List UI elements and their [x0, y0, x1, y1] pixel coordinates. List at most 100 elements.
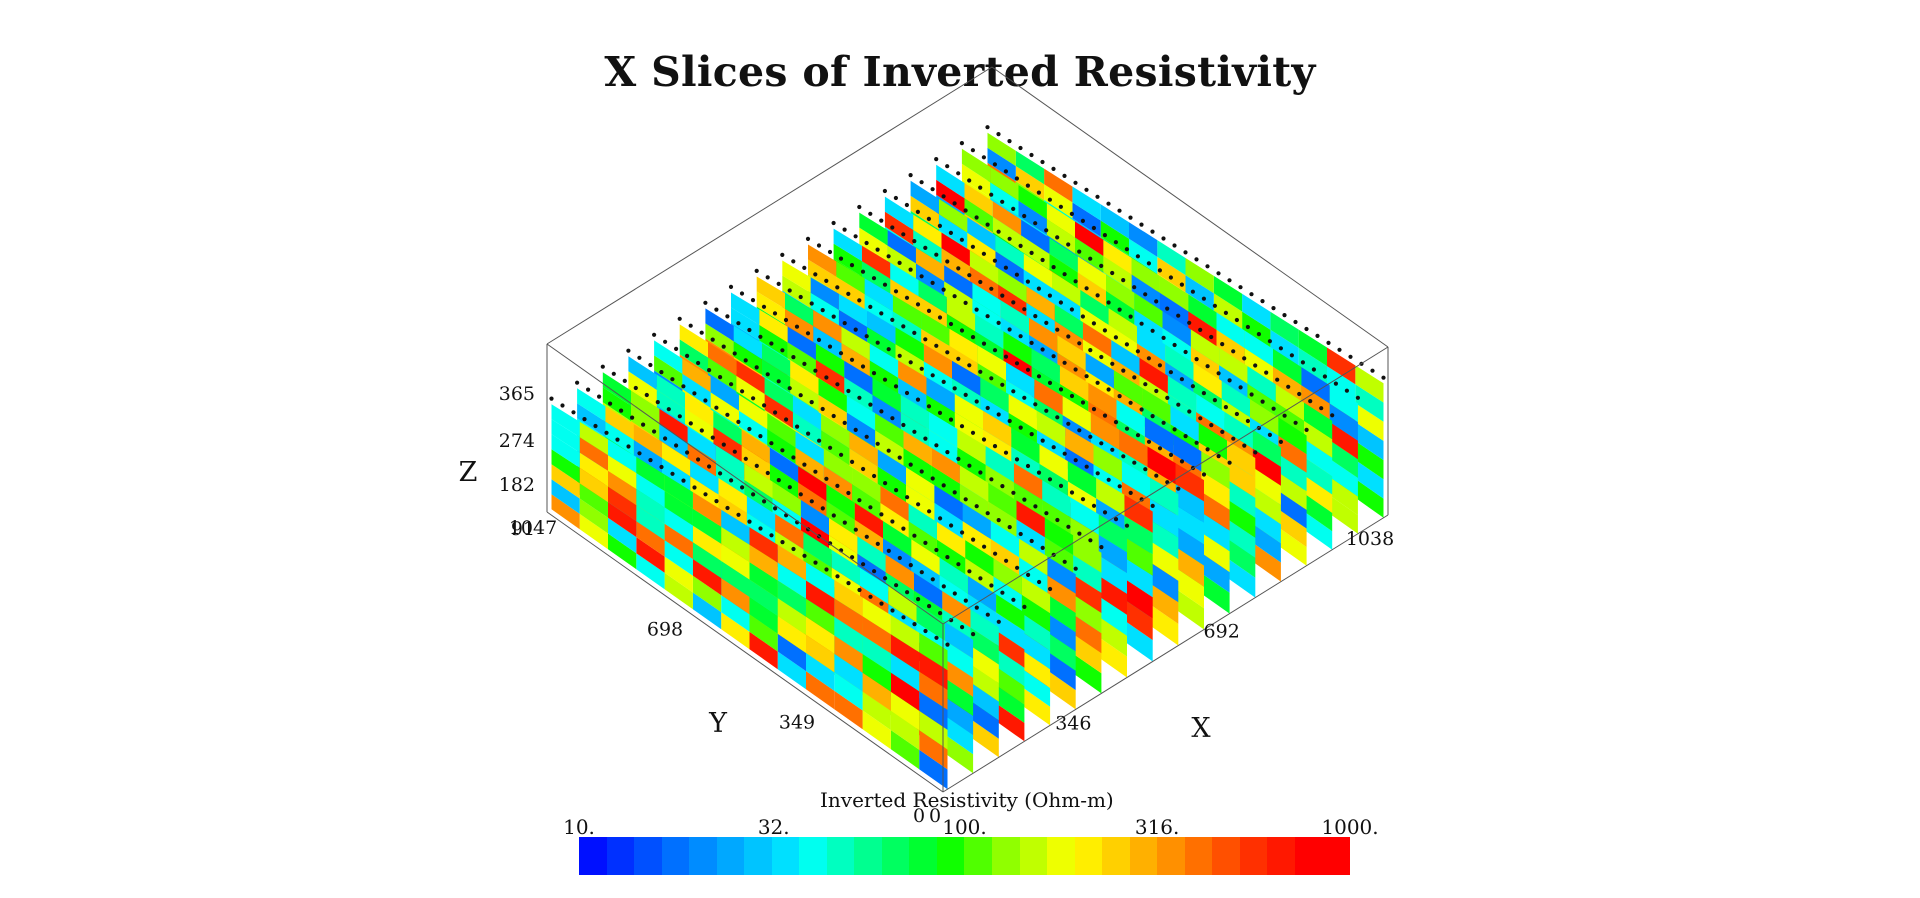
slice-cell	[841, 343, 870, 378]
electrode-dot	[1172, 342, 1177, 348]
slice-cell	[792, 412, 822, 447]
slice-cell	[903, 430, 932, 466]
electrode-dot	[549, 396, 554, 401]
electrode-dot	[1095, 194, 1100, 199]
slice-cell	[859, 212, 888, 246]
slice-cell	[682, 373, 711, 408]
slice-cell	[1304, 511, 1333, 550]
electrode-dot	[1282, 413, 1287, 418]
slice-cell	[996, 666, 1025, 705]
electrode-dot	[1337, 347, 1342, 352]
slice-cell	[875, 413, 904, 449]
slice-cell	[1150, 519, 1179, 560]
electrode-dot	[1007, 139, 1012, 144]
slice-cell	[1227, 440, 1256, 478]
slice-cell	[1026, 286, 1055, 321]
slice-cell	[883, 521, 912, 557]
slice-cell	[636, 489, 665, 524]
electrode-dot	[820, 406, 825, 412]
electrode-dot	[1315, 333, 1320, 338]
electrode-dot	[1216, 454, 1221, 459]
slice-cell	[946, 297, 976, 332]
slice-cell	[938, 198, 968, 233]
electrode-dot	[992, 444, 998, 449]
electrode-dot	[1040, 159, 1045, 165]
electrode-dot	[608, 401, 613, 406]
slice-cell	[1329, 403, 1358, 441]
slice-cell	[823, 449, 853, 485]
slice-cell	[862, 654, 891, 692]
slice-cell	[1355, 403, 1384, 441]
slice-cell	[941, 248, 970, 283]
slice-cell	[777, 544, 806, 581]
electrode-dot	[1289, 353, 1294, 358]
slice-cell	[1244, 330, 1273, 367]
slice-cell	[806, 562, 835, 599]
slice-cell	[952, 360, 981, 396]
slice-cell	[995, 235, 1024, 270]
slice-cell	[944, 696, 974, 736]
electrode-dot	[718, 471, 723, 476]
slice-cell	[692, 575, 722, 613]
slice-cell	[1201, 471, 1230, 510]
slice-cell	[1124, 557, 1153, 598]
slice-cell	[579, 437, 608, 471]
z-axis-label: Z	[459, 457, 478, 488]
electrode-dot	[1139, 222, 1144, 227]
colorbar-swatch	[826, 837, 855, 875]
colorbar-title: Inverted Resistivity (Ohm-m)	[820, 788, 1114, 812]
slice-cell	[888, 585, 917, 623]
colorbar-swatch	[1157, 837, 1185, 875]
slice-cell	[579, 421, 608, 456]
electrode-dot	[1047, 197, 1052, 202]
electrode-dot	[905, 495, 910, 500]
electrode-dot	[923, 436, 928, 441]
slice-cell	[759, 309, 788, 343]
slice-cell	[733, 325, 762, 360]
electrode-dot	[853, 327, 858, 332]
electrode-dot	[919, 274, 924, 279]
slice-cell	[965, 558, 994, 595]
electrode-dot	[1146, 439, 1152, 444]
electrode-dot	[1033, 221, 1038, 226]
slice-cell	[841, 326, 870, 361]
slice-cell	[862, 710, 891, 750]
slice-cell	[631, 390, 660, 425]
electrode-dot	[1055, 327, 1060, 332]
slice-cell	[718, 478, 747, 513]
electrode-dot	[776, 281, 781, 286]
electrode-dot	[945, 642, 950, 647]
slice-cell	[967, 232, 996, 267]
electrode-lines	[549, 125, 1386, 647]
slice-cell	[772, 481, 801, 517]
slice-cell	[664, 523, 693, 559]
slice-cell	[608, 517, 637, 554]
electrode-dot	[952, 201, 957, 206]
slice-cell	[1355, 365, 1384, 403]
slice-cell	[919, 632, 948, 671]
electrode-dot	[883, 481, 888, 486]
slice-cell	[777, 580, 806, 617]
electrode-dot	[981, 341, 987, 346]
electrode-dot	[820, 506, 825, 511]
slice-cell	[1304, 402, 1333, 440]
slice-cell	[636, 456, 665, 491]
slice-cell	[1124, 599, 1153, 641]
slice-cell	[921, 311, 950, 346]
electrode-dot	[780, 540, 785, 545]
colorbar-swatch	[634, 837, 662, 875]
electrode-dot	[1058, 483, 1064, 488]
slice-cell	[664, 490, 693, 526]
slice-cell	[659, 408, 688, 443]
slice-cell	[1073, 594, 1102, 634]
slice-cell	[1252, 542, 1281, 582]
electrode-dot	[806, 431, 811, 436]
slice-cell	[1142, 387, 1171, 425]
colorbar-swatch	[771, 837, 800, 875]
electrode-dot	[780, 348, 785, 353]
electrode-dot	[1165, 306, 1170, 311]
electrode-dot	[714, 499, 719, 504]
electrode-dot	[1040, 545, 1045, 551]
electrode-dot	[871, 276, 877, 281]
slice-cell	[1244, 348, 1273, 385]
